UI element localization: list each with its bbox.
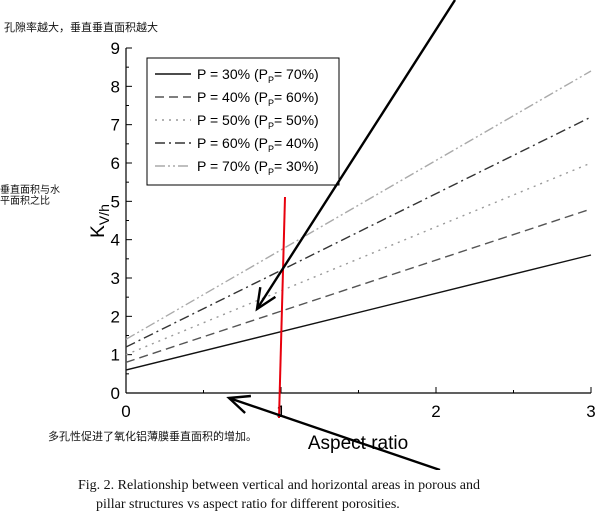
y-tick-label: 1	[111, 346, 120, 365]
caption-line-1: Fig. 2. Relationship between vertical an…	[78, 478, 481, 493]
legend-label-main: P = 70% (P	[197, 158, 268, 174]
y-tick-label: 7	[111, 116, 120, 135]
x-tick-label: 2	[431, 402, 440, 421]
legend-label-sub: P	[268, 98, 274, 108]
red-marker-line	[278, 196, 286, 419]
legend-label-main: P = 40% (P	[197, 89, 268, 105]
x-tick-label: 3	[586, 402, 595, 421]
y-tick-label: 5	[111, 192, 120, 211]
annotation-overlay	[226, 0, 457, 472]
legend-label-main: P = 60% (P	[197, 135, 268, 151]
x-axis-label: Aspect ratio	[308, 433, 408, 454]
series-line-1	[125, 254, 592, 371]
series-line-2	[125, 208, 592, 363]
x-tick-label: 1	[276, 402, 285, 421]
legend-label-3: P = 50% (PP= 50%)	[197, 112, 319, 131]
axes: 0 1 2 3 4 5 6 7 8 9 0 1 2 3	[111, 39, 596, 421]
y-tick-label: 4	[111, 231, 120, 250]
series-line-3	[125, 162, 592, 356]
y-tick-label: 0	[111, 384, 120, 403]
legend-label-2: P = 40% (PP= 60%)	[197, 89, 319, 108]
arrow-bottom	[226, 394, 441, 472]
left-annotation: 垂直面积与水 平面积之比	[0, 185, 60, 207]
legend-label-tail: = 40%)	[274, 135, 319, 151]
x-tick-label: 0	[121, 402, 130, 421]
caption-line-2: pillar structures vs aspect ratio for di…	[96, 497, 400, 512]
legend-label-tail: = 50%)	[274, 112, 319, 128]
y-axis-label: KV/h	[88, 204, 112, 238]
y-tick-label: 3	[111, 269, 120, 288]
y-axis-title-main: K	[88, 225, 109, 238]
legend: P = 30% (PP= 70%)P = 40% (PP= 60%)P = 50…	[146, 57, 340, 186]
legend-label-5: P = 70% (PP= 30%)	[197, 158, 319, 177]
legend-box	[146, 57, 340, 186]
legend-label-tail: = 70%)	[274, 66, 319, 82]
bottom-annotation: 多孔性促进了氧化铝薄膜垂直面积的增加。	[48, 430, 257, 443]
y-axis-title-sub: V/h	[96, 204, 112, 225]
arrow-top	[255, 0, 457, 312]
y-tick-label: 8	[111, 77, 120, 96]
y-tick-label: 9	[111, 39, 120, 58]
legend-label-tail: = 60%)	[274, 89, 319, 105]
left-annotation-line-1: 垂直面积与水	[0, 185, 60, 196]
legend-label-sub: P	[268, 144, 274, 154]
top-annotation: 孔隙率越大，垂直垂直面积越大	[4, 21, 158, 34]
series-line-4	[125, 116, 592, 348]
legend-label-sub: P	[268, 121, 274, 131]
arrow-bottom-shaft	[228, 396, 441, 472]
series-lines	[125, 70, 592, 371]
legend-label-1: P = 30% (PP= 70%)	[197, 66, 319, 85]
arrow-top-shaft	[255, 0, 457, 310]
legend-label-tail: = 30%)	[274, 158, 319, 174]
y-tick-label: 2	[111, 307, 120, 326]
y-tick-label: 6	[111, 154, 120, 173]
legend-label-4: P = 60% (PP= 40%)	[197, 135, 319, 154]
legend-label-main: P = 30% (P	[197, 66, 268, 82]
y-axis-title: KV/h	[88, 204, 112, 238]
legend-label-sub: P	[268, 167, 274, 177]
arrow-bottom-head	[226, 394, 252, 414]
x-axis-title: Aspect ratio	[308, 433, 408, 454]
left-annotation-line-2: 平面积之比	[0, 196, 50, 207]
arrow-top-head	[255, 287, 277, 312]
legend-label-main: P = 50% (P	[197, 112, 268, 128]
legend-label-sub: P	[268, 75, 274, 85]
